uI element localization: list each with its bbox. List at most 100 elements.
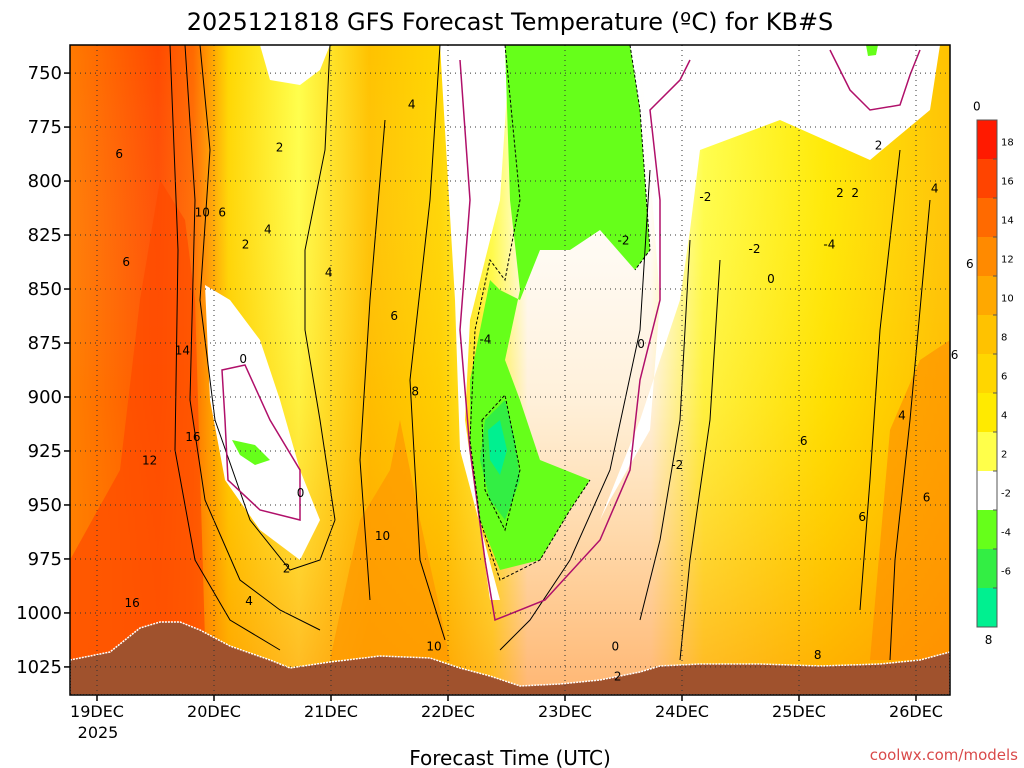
warm-band-left (70, 180, 205, 680)
x-tick-label: 20DEC (187, 702, 241, 721)
contour-label: 6 (966, 257, 974, 271)
contour-label: -2 (749, 242, 761, 256)
y-tick-label: 925 (28, 441, 62, 462)
x-axis: 19DEC 20DEC 21DEC 22DEC 23DEC 24DEC 25DEC 26DEC (70, 695, 943, 721)
colorbar-swatch (977, 432, 997, 471)
x-tick-label: 22DEC (421, 702, 475, 721)
y-tick-label: 800 (28, 171, 62, 192)
y-tick-label: 775 (28, 117, 62, 138)
contour-label: 6 (800, 434, 808, 448)
contour-line-2-left (199, 45, 336, 571)
x-tick-label: 25DEC (772, 702, 826, 721)
contour-label: 6 (858, 510, 866, 524)
colorbar-swatch (977, 510, 997, 549)
contour-line-6-right (679, 259, 721, 661)
y-axis: 750 775 800 825 850 875 900 925 950 975 1000 1025 (16, 63, 70, 678)
credit-text: coolwx.com/models (870, 746, 1018, 764)
zero-contour-left (221, 364, 301, 521)
contour-label: 0 (297, 486, 305, 500)
colorbar: 18 16 14 12 10 8 6 4 2 -2 -4 -6 (976, 119, 1014, 628)
contour-label: 4 (898, 408, 906, 422)
y-tick-label: 875 (28, 333, 62, 354)
contour-label: 2 (283, 562, 291, 576)
contour-label: -2 (671, 458, 683, 472)
contour-label: 0 (637, 337, 645, 351)
contour-line-4-left (184, 45, 321, 631)
contour-label: 2 (875, 138, 883, 152)
contour-neg2-right (629, 45, 651, 271)
colorbar-swatch (977, 276, 997, 315)
x-tick-label: 19DEC (70, 702, 124, 721)
zero-contour-lines (221, 49, 921, 622)
colorbar-label: 12 (1001, 255, 1014, 266)
contour-neg4 (481, 393, 521, 532)
colorbar-label: 10 (1001, 294, 1014, 305)
colorbar-label: 6 (1001, 372, 1007, 383)
y-tick-label: 950 (28, 495, 62, 516)
colorbar-label: -6 (1001, 567, 1011, 578)
contour-label: 8 (985, 633, 993, 647)
contour-label: 6 (218, 205, 226, 219)
x-axis-label: Forecast Time (UTC) (409, 746, 611, 768)
x-tick-label: 23DEC (538, 702, 592, 721)
contour-label: 2 (614, 670, 622, 684)
contour-line-6-mid (359, 119, 386, 601)
contour-label: 4 (264, 223, 272, 237)
contour-label: 0 (973, 99, 981, 113)
contour-label: 10 (426, 639, 441, 653)
y-tick-label: 900 (28, 387, 62, 408)
colorbar-swatch (977, 549, 997, 588)
x-tick-label: 21DEC (304, 702, 358, 721)
y-tick-label: 825 (28, 225, 62, 246)
chart-title: 2025121818 GFS Forecast Temperature (ºC)… (187, 8, 834, 36)
colorbar-label: 16 (1001, 177, 1014, 188)
contour-label: 6 (390, 309, 398, 323)
contour-label: 16 (185, 430, 200, 444)
contour-line-2-mid (304, 45, 336, 521)
contour-line-4-right (639, 239, 691, 621)
contour-label: 6 (923, 490, 931, 504)
contour-line-8-right (859, 149, 901, 611)
y-tick-label: 975 (28, 549, 62, 570)
contour-label: -2 (618, 233, 630, 247)
cold-region-upper (470, 45, 650, 570)
colorbar-swatch (977, 393, 997, 432)
contour-label: 14 (175, 343, 190, 357)
colorbar-swatch (977, 237, 997, 276)
contour-label: 6 (115, 147, 123, 161)
cold-patch-left (232, 440, 270, 465)
zero-contour-top (829, 49, 921, 111)
contour-label: 4 (245, 594, 253, 608)
colorbar-swatch (977, 159, 997, 198)
contour-label: 10 (375, 529, 390, 543)
colorbar-swatch (977, 471, 997, 510)
contour-label: 8 (411, 385, 419, 399)
contour-label: 2 (242, 238, 250, 252)
y-tick-label: 850 (28, 279, 62, 300)
white-region-mid (440, 45, 940, 600)
contour-label: 4 (931, 182, 939, 196)
colorbar-swatch (977, 198, 997, 237)
contour-line-4-mid (409, 45, 446, 641)
contour-label: 6 (951, 348, 959, 362)
colorbar-swatch (977, 354, 997, 393)
cold-region-min (488, 420, 507, 475)
white-region-left (205, 285, 320, 560)
contour-label: 4 (325, 266, 333, 280)
contour-neg2-upper (469, 45, 591, 581)
colorbar-label: -4 (1001, 528, 1011, 539)
white-region-top (260, 45, 330, 85)
warm-band-mid (330, 420, 450, 660)
contour-label: 2 (836, 186, 844, 200)
contour-label: 0 (239, 352, 247, 366)
plot-area (70, 45, 950, 695)
contour-label: 6 (122, 255, 130, 269)
contour-label: 0 (767, 272, 775, 286)
plot-frame (69, 44, 951, 696)
y-tick-label: 750 (28, 63, 62, 84)
contour-line-2-right (499, 169, 651, 651)
y-tick-label: 1000 (16, 603, 62, 624)
terrain (70, 621, 950, 695)
